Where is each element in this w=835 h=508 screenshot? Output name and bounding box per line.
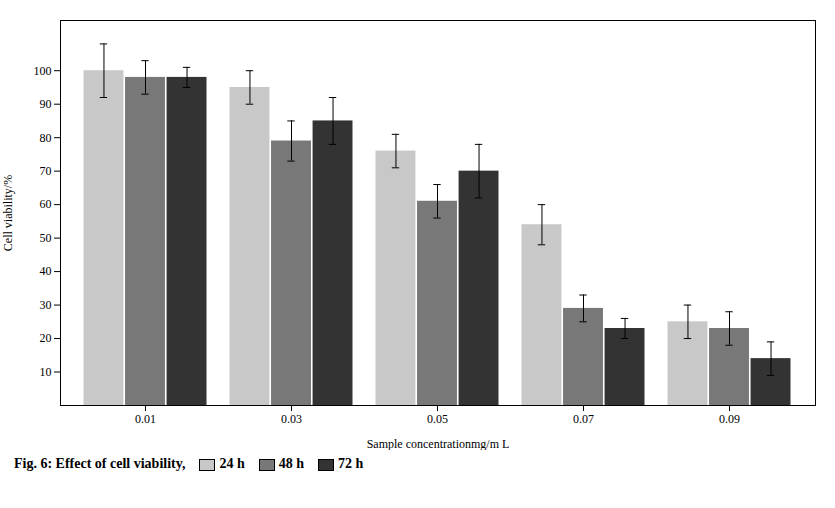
svg-text:Cell viability/%: Cell viability/% — [1, 175, 15, 251]
svg-text:0.03: 0.03 — [281, 412, 302, 426]
svg-text:0.09: 0.09 — [719, 412, 740, 426]
svg-text:70: 70 — [40, 164, 52, 178]
svg-text:30: 30 — [40, 298, 52, 312]
svg-text:20: 20 — [40, 331, 52, 345]
html-text:72 h: 72 h — [338, 456, 364, 471]
svg-text:10: 10 — [40, 365, 52, 379]
svg-text:0.05: 0.05 — [427, 412, 448, 426]
svg-text:50: 50 — [40, 231, 52, 245]
html-text:Fig. 6: Effect of cell viabili: Fig. 6: Effect of cell viability, — [14, 456, 186, 471]
svg-text:0.07: 0.07 — [573, 412, 594, 426]
html-text:48 h: 48 h — [278, 456, 305, 471]
svg-text:80: 80 — [40, 131, 52, 145]
svg-text:0.01: 0.01 — [135, 412, 156, 426]
html-text:24 h: 24 h — [219, 456, 245, 471]
svg-text:40: 40 — [40, 264, 52, 278]
svg-text:Sample concentrationmg/m L: Sample concentrationmg/m L — [367, 437, 510, 451]
svg-text:100: 100 — [34, 64, 52, 78]
svg-text:90: 90 — [40, 97, 52, 111]
svg-text:60: 60 — [40, 197, 52, 211]
